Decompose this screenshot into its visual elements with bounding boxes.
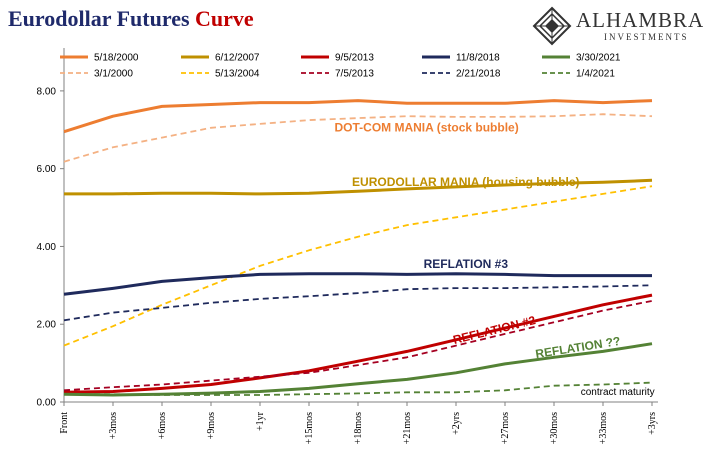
series-line xyxy=(63,99,653,134)
title-accent: Curve xyxy=(195,6,254,31)
x-tick-label: +27mos xyxy=(500,412,511,444)
x-tick-label: +9mos xyxy=(206,412,217,439)
chart-title: Eurodollar Futures Curve xyxy=(8,6,254,32)
legend-label: 5/13/2004 xyxy=(215,69,260,80)
legend-label: 1/4/2021 xyxy=(576,69,615,80)
series-line xyxy=(64,381,653,396)
x-tick-label: +30mos xyxy=(549,412,560,444)
x-tick-label: +6mos xyxy=(157,412,168,439)
x-tick-label: +15mos xyxy=(304,412,315,444)
legend-label: 3/30/2021 xyxy=(576,53,621,64)
series-line xyxy=(63,300,653,392)
legend-label: 9/5/2013 xyxy=(335,53,374,64)
x-tick-label: Front xyxy=(59,412,70,434)
y-tick-label: 0.00 xyxy=(37,398,57,409)
x-tick-label: +1yr xyxy=(255,411,266,431)
legend: 5/18/2000 6/12/2007 9/5/2013 11/8/2018 3/30/… xyxy=(60,53,621,80)
legend-label: 7/5/2013 xyxy=(335,69,374,80)
legend-label: 5/18/2000 xyxy=(94,53,139,64)
x-tick-label: +3mos xyxy=(108,412,119,439)
legend-label: 11/8/2018 xyxy=(456,53,500,64)
annotation-label: REFLATION #3 xyxy=(424,257,509,271)
series-line xyxy=(63,185,653,347)
brand-subtitle: INVESTMENTS xyxy=(604,32,689,42)
annotation-label: REFLATION ?? xyxy=(534,334,621,361)
series-line xyxy=(63,284,653,322)
y-tick-label: 4.00 xyxy=(37,242,57,253)
annotation-label: DOT-COM MANIA (stock bubble) xyxy=(334,121,518,135)
y-tick-label: 2.00 xyxy=(37,320,57,331)
series-line xyxy=(63,272,652,296)
x-tick-label: +21mos xyxy=(402,412,413,444)
series-line xyxy=(63,342,653,397)
x-tick-label: +33mos xyxy=(598,412,609,444)
y-tick-label: 6.00 xyxy=(37,164,57,175)
x-tick-label: +2yrs xyxy=(451,412,462,435)
chart-axes: 0.00 2.00 4.00 6.00 8.00 Front +3mos +6mos +9mos… xyxy=(37,48,658,444)
brand-logo: ALHAMBRA INVESTMENTS xyxy=(532,4,703,48)
x-tick-label: +3yrs xyxy=(647,412,658,435)
legend-label: 3/1/2000 xyxy=(94,69,133,80)
legend-label: 2/21/2018 xyxy=(456,69,501,80)
series-layer xyxy=(63,99,653,397)
y-tick-label: 8.00 xyxy=(37,86,57,97)
series-line xyxy=(63,293,653,394)
legend-label: 6/12/2007 xyxy=(215,53,260,64)
brand-name: ALHAMBRA xyxy=(576,8,705,32)
annotation-label: contract maturity xyxy=(581,387,655,398)
title-main: Eurodollar Futures xyxy=(8,6,190,31)
alhambra-emblem-icon xyxy=(532,6,572,46)
series-line xyxy=(63,113,653,163)
annotation-label: EURODOLLAR MANIA (housing bubble) xyxy=(352,175,580,189)
series-line xyxy=(64,178,653,196)
x-tick-label: +18mos xyxy=(353,412,364,444)
